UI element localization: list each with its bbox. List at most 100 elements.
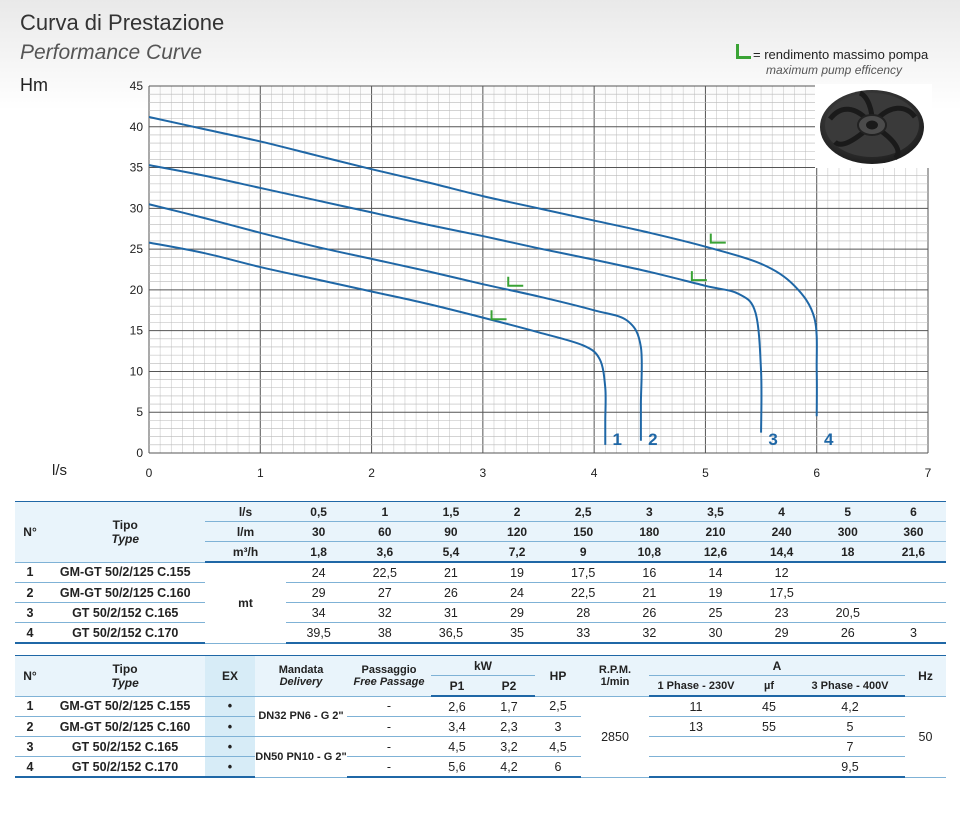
table-row: 4 GT 50/2/152 C.170 • - 5,6 4,2 6 9,5 xyxy=(15,756,946,778)
row-number: 3 xyxy=(15,736,45,757)
amp-1ph xyxy=(649,756,743,778)
chart-series-labels: 1 2 3 4 xyxy=(613,430,834,449)
chart-efficiency-markers xyxy=(490,233,726,321)
head-value: 24 xyxy=(285,562,352,583)
electrical-data-table: N° Tipo Type EX Mandata Delivery Passagg… xyxy=(15,655,946,778)
efficiency-legend-sublabel: maximum pump efficency xyxy=(766,63,903,77)
head-unit: mt xyxy=(205,562,286,644)
row-number: 3 xyxy=(15,602,46,623)
table2-col-kw: kW xyxy=(431,655,535,676)
p1-value: 4,5 xyxy=(431,736,483,757)
table1-unit-ls: l/s xyxy=(205,501,286,522)
x-tick-label: 5 xyxy=(702,466,709,480)
table2-col-n: N° xyxy=(15,655,45,697)
table2-col-tipo-en: Type xyxy=(111,675,139,690)
head-value: 23 xyxy=(748,602,815,623)
head-value: 34 xyxy=(285,602,352,623)
row-number: 4 xyxy=(15,756,45,778)
capacitor-uf: 45 xyxy=(743,696,795,717)
y-tick-label: 45 xyxy=(130,79,144,93)
head-value: 32 xyxy=(351,602,418,623)
table2-col-tipo: Tipo Type xyxy=(45,655,205,697)
table2-col-ex: EX xyxy=(205,655,255,697)
y-tick-label: 40 xyxy=(130,120,144,134)
table2-col-uf: µf xyxy=(743,675,795,697)
head-value: 12 xyxy=(748,562,815,583)
y-tick-label: 10 xyxy=(130,364,144,378)
table2-col-3ph: 3 Phase - 400V xyxy=(795,675,905,697)
efficiency-marker-3 xyxy=(690,271,707,282)
flow-ls: 3,5 xyxy=(682,501,749,522)
head-value: 36,5 xyxy=(417,622,484,644)
table2-col-p1: P1 xyxy=(431,675,483,697)
flow-lm: 60 xyxy=(351,521,418,542)
table2-col-1ph: 1 Phase - 230V xyxy=(649,675,743,697)
flow-ls: 3 xyxy=(616,501,683,522)
flow-m3h: 12,6 xyxy=(682,541,749,563)
ex-mark: • xyxy=(205,736,255,757)
head-value xyxy=(880,562,946,583)
row-number: 4 xyxy=(15,622,46,644)
head-value: 21 xyxy=(616,582,683,603)
table-row: 1 GM-GT 50/2/125 C.155 • DN32 PN6 - G 2"… xyxy=(15,696,946,778)
flow-m3h: 9 xyxy=(550,541,617,563)
table1-unit-m3h: m³/h xyxy=(205,541,286,563)
pump-model: GM-GT 50/2/125 C.160 xyxy=(45,582,206,603)
series-line-2 xyxy=(148,203,643,441)
table-row: 2 GM-GT 50/2/125 C.160 • - 3,4 2,3 3 13 … xyxy=(15,716,946,737)
head-value: 14 xyxy=(682,562,749,583)
x-tick-label: 1 xyxy=(257,466,264,480)
hp-value: 2,5 xyxy=(535,696,581,717)
free-passage: - xyxy=(347,756,431,778)
pump-model: GM-GT 50/2/125 C.160 xyxy=(45,716,205,737)
series-line-4 xyxy=(148,116,818,417)
capacitor-uf xyxy=(743,736,795,757)
efficiency-l-icon xyxy=(736,44,751,59)
flow-lm: 210 xyxy=(682,521,749,542)
head-value: 17,5 xyxy=(748,582,815,603)
table-row: 3 GT 50/2/152 C.165 34 32 31 29 28 26 25… xyxy=(15,602,946,623)
head-value: 22,5 xyxy=(550,582,617,603)
x-tick-label: 0 xyxy=(146,466,153,480)
flow-lm: 120 xyxy=(484,521,551,542)
flow-lm: 180 xyxy=(616,521,683,542)
hz-value: 50 xyxy=(905,696,946,778)
head-value: 38 xyxy=(351,622,418,644)
flow-m3h: 3,6 xyxy=(351,541,418,563)
delivery-spec: DN50 PN10 - G 2" xyxy=(255,736,347,778)
flow-m3h: 21,6 xyxy=(880,541,946,563)
head-value: 29 xyxy=(484,602,551,623)
head-value: 26 xyxy=(814,622,881,644)
hp-value: 4,5 xyxy=(535,736,581,757)
head-value: 19 xyxy=(682,582,749,603)
chart-grid xyxy=(148,85,929,454)
table2-col-hz: Hz xyxy=(905,655,946,697)
table2-col-rpm: R.P.M. 1/min xyxy=(581,655,649,697)
row-number: 2 xyxy=(15,716,45,737)
head-value: 32 xyxy=(616,622,683,644)
table2-col-mandata-en: Delivery xyxy=(279,675,323,688)
head-value: 26 xyxy=(417,582,484,603)
head-value: 39,5 xyxy=(285,622,352,644)
head-value: 24 xyxy=(484,582,551,603)
pump-model: GT 50/2/152 C.170 xyxy=(45,756,205,778)
table-row: 2 GM-GT 50/2/125 C.160 29 27 26 24 22,5 … xyxy=(15,582,946,603)
p2-value: 1,7 xyxy=(483,696,535,717)
flow-lm: 150 xyxy=(550,521,617,542)
flow-ls: 1,5 xyxy=(417,501,484,522)
efficiency-marker-4 xyxy=(709,233,726,244)
row-number: 1 xyxy=(15,696,45,717)
amp-1ph: 13 xyxy=(649,716,743,737)
efficiency-marker-1 xyxy=(490,310,507,321)
rpm-value: 2850 xyxy=(581,696,649,778)
head-value: 33 xyxy=(550,622,617,644)
head-value: 19 xyxy=(484,562,551,583)
head-value: 21 xyxy=(417,562,484,583)
page-subtitle: Performance Curve xyxy=(20,41,203,64)
flow-lm: 240 xyxy=(748,521,815,542)
x-tick-label: 7 xyxy=(925,466,932,480)
y-axis-label: Hm xyxy=(20,75,48,95)
ex-mark: • xyxy=(205,756,255,778)
flow-ls: 4 xyxy=(748,501,815,522)
